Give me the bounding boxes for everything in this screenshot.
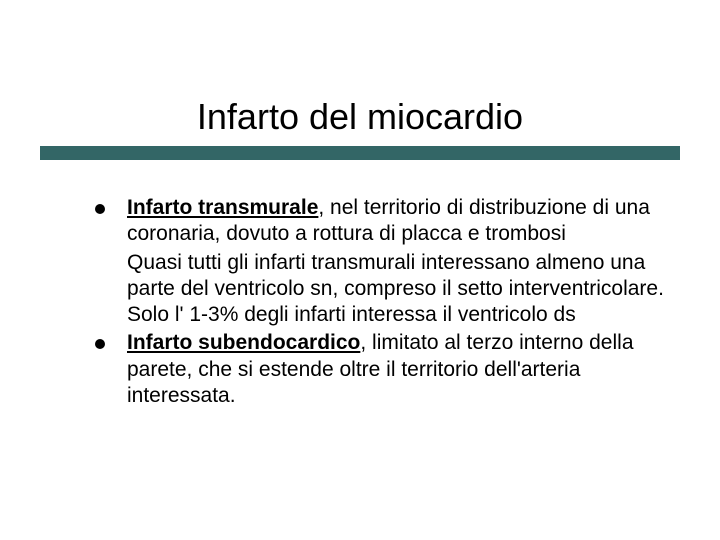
list-item-text: Infarto subendocardico, limitato al terz… xyxy=(127,330,665,409)
continuation-text: Quasi tutti gli infarti transmurali inte… xyxy=(127,250,665,329)
bullet-icon xyxy=(95,339,105,349)
emphasis-text: Infarto transmurale xyxy=(127,196,318,219)
title-underline xyxy=(40,146,680,160)
list-item-text: Infarto transmurale, nel territorio di d… xyxy=(127,195,665,248)
content-area: Infarto transmurale, nel territorio di d… xyxy=(95,195,665,411)
bullet-icon xyxy=(95,204,105,214)
slide: Infarto del miocardio Infarto transmural… xyxy=(0,0,720,540)
list-item: Infarto transmurale, nel territorio di d… xyxy=(95,195,665,248)
slide-title: Infarto del miocardio xyxy=(197,96,523,144)
emphasis-text: Infarto subendocardico xyxy=(127,331,360,354)
title-container: Infarto del miocardio xyxy=(0,96,720,144)
list-item: Infarto subendocardico, limitato al terz… xyxy=(95,330,665,409)
